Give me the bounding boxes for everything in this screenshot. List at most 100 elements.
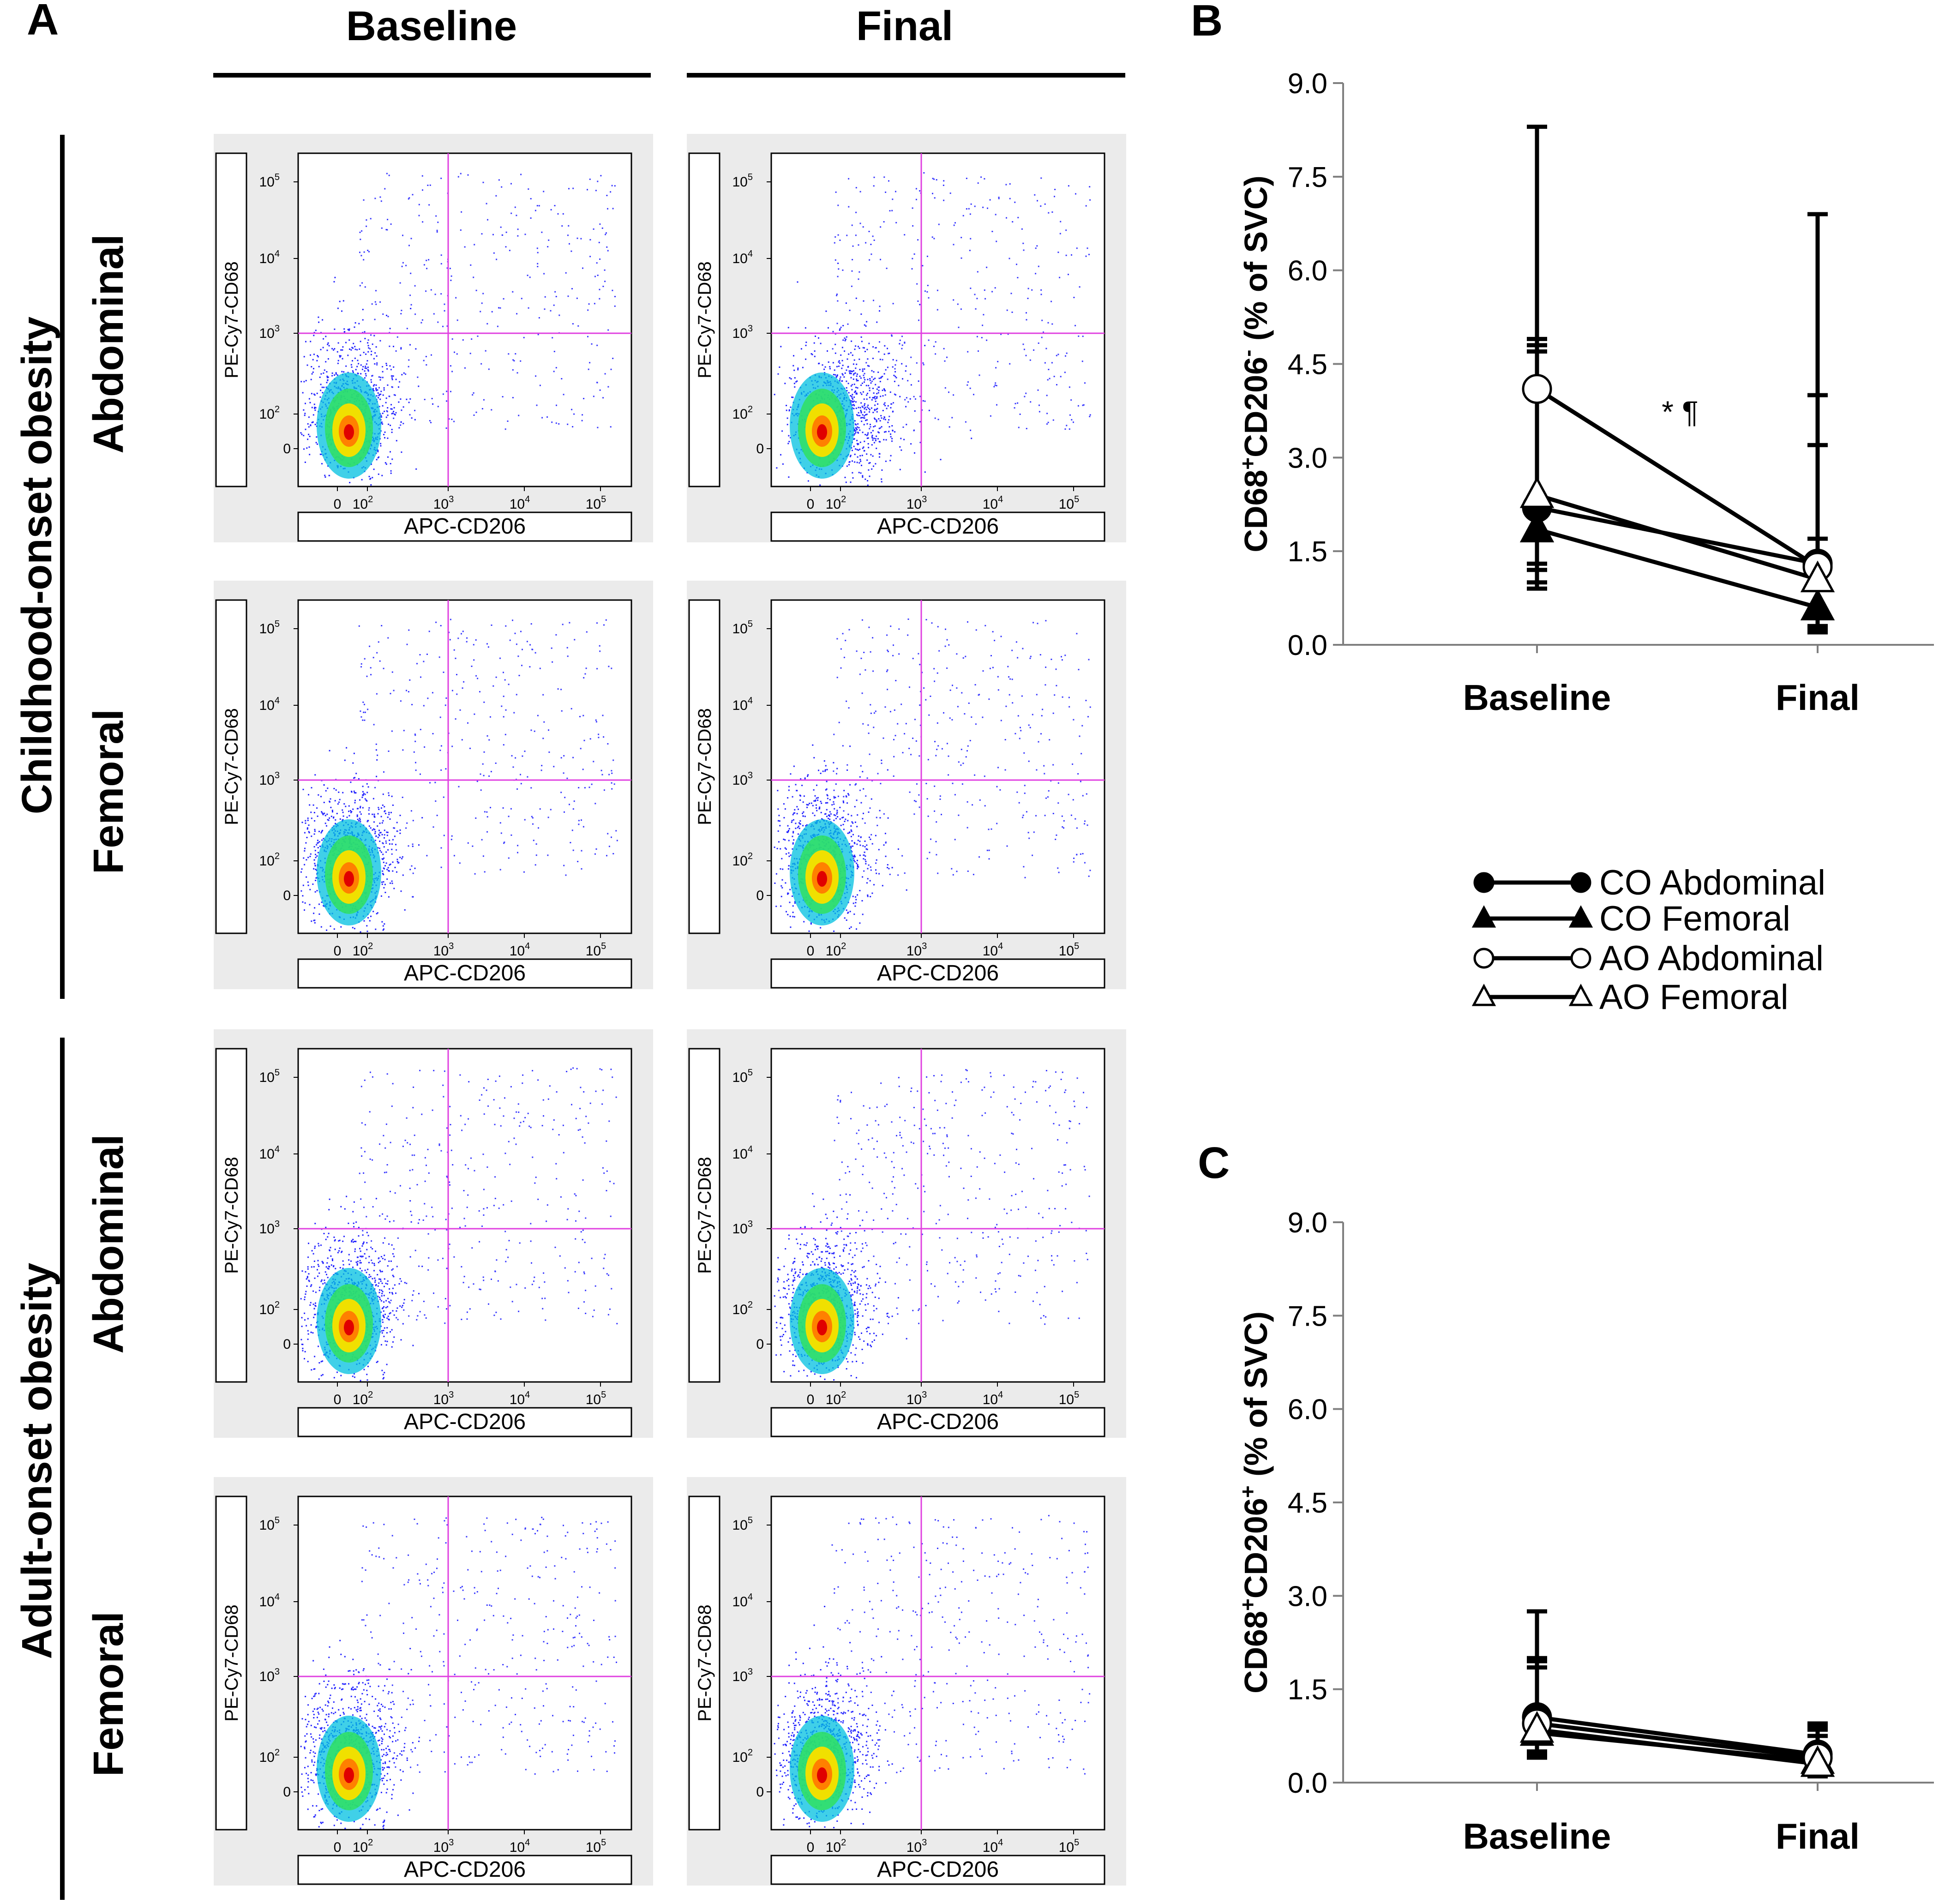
legend-entry: CO Abdominal — [1473, 863, 1825, 902]
marker-triangle-open — [1519, 1711, 1555, 1743]
legend-label: AO Abdominal — [1599, 939, 1824, 978]
chart-B: 0.0 1.5 3.0 4.5 6.0 7.5 9.0 Baseline Final CD68+C… — [1236, 68, 1934, 718]
y-tick-label: 0.0 — [1288, 630, 1327, 661]
x-tick-label: 0 — [334, 943, 342, 959]
y-tick-label: 0 — [283, 1784, 291, 1800]
y-tick-label: 6.0 — [1288, 1394, 1327, 1426]
x-axis-label: APC-CD206 — [404, 1857, 526, 1882]
summary-charts: 0.0 1.5 3.0 4.5 6.0 7.5 9.0 Baseline Final CD68+C… — [1236, 68, 1934, 1856]
y-tick-label: 6.0 — [1288, 255, 1327, 287]
panel-label-a: A — [27, 0, 59, 44]
y-tick-label: 4.5 — [1288, 349, 1327, 381]
x-axis-label-box — [297, 1855, 632, 1885]
marker-triangle-filled — [1519, 511, 1555, 542]
y-axis-label-box — [688, 1496, 720, 1831]
y-tick-label: 104 — [732, 696, 753, 713]
density-contour-red — [344, 424, 354, 440]
y-tick-label: 0 — [283, 1337, 291, 1352]
y-tick-label: 0 — [756, 1337, 764, 1352]
marker-circle-filled — [1570, 872, 1591, 893]
y-axis-label: PE-Cy7-CD68 — [222, 1157, 242, 1273]
y-tick-label: 7.5 — [1288, 162, 1327, 193]
series-line — [1536, 387, 1819, 569]
density-contour-red — [344, 1767, 354, 1783]
chart-C: 0.0 1.5 3.0 4.5 6.0 7.5 9.0 Baseline Final CD68+C… — [1236, 1207, 1934, 1856]
legend-label: CO Femoral — [1599, 899, 1790, 938]
y-axis-label: PE-Cy7-CD68 — [222, 708, 242, 825]
y-tick-label: 1.5 — [1288, 1674, 1327, 1706]
y-axis-label-box — [688, 152, 720, 487]
x-category-label: Final — [1776, 1816, 1860, 1856]
y-tick-label: 7.5 — [1288, 1300, 1327, 1332]
y-tick-label: 1.5 — [1288, 536, 1327, 568]
series-line — [1536, 493, 1819, 582]
flow-events — [774, 172, 1091, 486]
y-axis-label-box — [215, 152, 247, 487]
series-co-femoral — [1527, 349, 1828, 635]
y-axis-label-box — [688, 1048, 720, 1383]
legend-entry: AO Femoral — [1471, 978, 1789, 1017]
significance-annotation: * ¶ — [1662, 395, 1698, 429]
x-axis-label-box — [770, 511, 1105, 542]
y-axis-label-box — [215, 1048, 247, 1383]
y-tick-label: 103 — [732, 1667, 753, 1684]
marker-triangle-open — [1800, 1745, 1835, 1777]
x-tick-label: 0 — [334, 1392, 342, 1407]
flow-events — [300, 619, 618, 933]
panel-label-c: C — [1198, 1138, 1230, 1188]
x-tick-label: 0 — [807, 1392, 815, 1407]
y-tick-label: 3.0 — [1288, 1580, 1327, 1612]
column-rule-baseline — [213, 73, 651, 78]
column-header-baseline: Baseline — [346, 3, 517, 49]
panel-label-b: B — [1191, 0, 1223, 45]
flow-events — [774, 619, 1091, 932]
marker-triangle-open — [1800, 560, 1835, 593]
marker-triangle-filled — [1800, 589, 1835, 621]
marker-circle-open — [1473, 948, 1495, 969]
marker-circle-open — [1522, 374, 1552, 404]
x-axis-label: APC-CD206 — [404, 961, 526, 985]
x-tick-label: 0 — [807, 943, 815, 959]
flow-events — [774, 1515, 1091, 1828]
legend-entry: CO Femoral — [1471, 899, 1790, 938]
group-bracket-adult — [60, 1038, 65, 1900]
y-tick-label: 0 — [283, 441, 291, 456]
y-axis-label: PE-Cy7-CD68 — [695, 261, 715, 378]
x-category-label: Baseline — [1463, 1816, 1611, 1856]
series-ao-abdominal — [1527, 125, 1828, 628]
x-tick-label: 0 — [334, 1840, 342, 1855]
y-axis-label: PE-Cy7-CD68 — [695, 1604, 715, 1721]
flow-events — [300, 173, 616, 486]
series-line — [1537, 1727, 1818, 1766]
x-axis-label-box — [770, 1855, 1105, 1885]
y-axis-label: PE-Cy7-CD68 — [222, 1604, 242, 1721]
y-tick-label: 0 — [756, 441, 764, 456]
y-tick-label: 0 — [756, 888, 764, 903]
x-tick-label: 0 — [807, 497, 815, 512]
y-tick-label: 9.0 — [1288, 68, 1327, 100]
y-tick-label: 0.0 — [1288, 1767, 1327, 1799]
y-tick-label: 104 — [259, 1144, 280, 1162]
x-axis-label-box — [297, 958, 632, 989]
marker-triangle-open — [1471, 984, 1496, 1006]
density-contour-red — [817, 424, 827, 440]
y-axis-label-box — [215, 599, 247, 934]
y-tick-label: 3.0 — [1288, 442, 1327, 474]
legend-label: CO Abdominal — [1599, 863, 1825, 902]
y-tick-label: 9.0 — [1288, 1207, 1327, 1239]
y-axis-title: CD68+CD206+ (% of SVC) — [1236, 1311, 1274, 1694]
x-category-label: Final — [1776, 677, 1860, 718]
y-axis-label-box — [688, 599, 720, 934]
y-tick-label: 0 — [283, 888, 291, 903]
group-bracket-childhood — [60, 135, 65, 999]
marker-triangle-filled — [1471, 905, 1496, 928]
x-axis-label-box — [297, 1407, 632, 1437]
marker-triangle-open — [1568, 984, 1593, 1006]
density-contour-red — [344, 871, 354, 887]
